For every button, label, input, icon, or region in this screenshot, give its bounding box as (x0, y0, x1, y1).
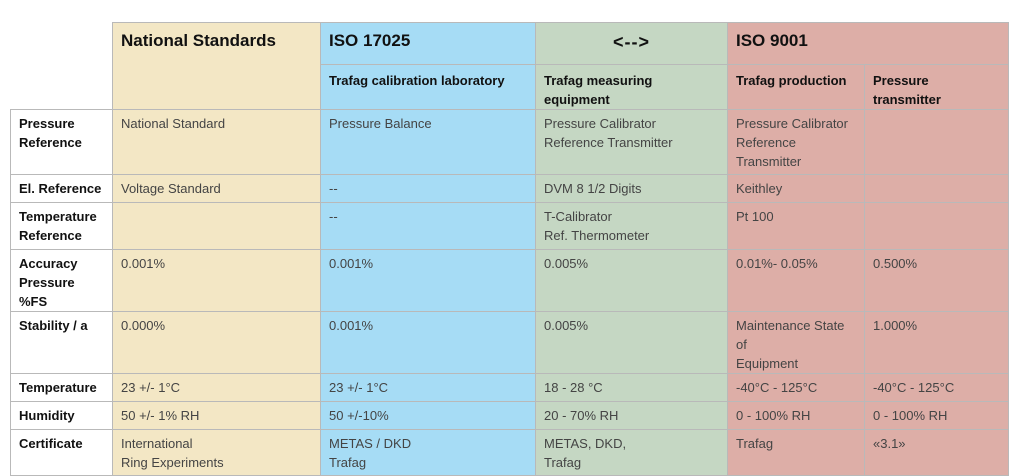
table-cell: 0 - 100% RH (863, 401, 1010, 430)
table-row: Accuracy Pressure %FS 0.001% 0.001% 0.00… (10, 249, 1010, 312)
table-cell: 0.001% (320, 249, 536, 312)
header-iso17025: ISO 17025 (320, 22, 536, 65)
table-cell: Pressure Calibrator Reference Transmitte… (727, 109, 865, 175)
table-cell: -- (320, 174, 536, 203)
subheader-measuring-equipment: Trafag measuring equipment (535, 64, 728, 110)
table-row: Certificate International Ring Experimen… (10, 429, 1010, 476)
table-cell (863, 174, 1010, 203)
table-row: Humidity 50 +/- 1% RH 50 +/-10% 20 - 70%… (10, 401, 1010, 430)
table-row: Stability / a 0.000% 0.001% 0.005% Maint… (10, 311, 1010, 374)
table-cell: International Ring Experiments (112, 429, 321, 476)
table-cell: T-Calibrator Ref. Thermometer (535, 202, 728, 250)
table-cell: -40°C - 125°C (863, 373, 1010, 402)
row-label: Pressure Reference (10, 109, 113, 175)
table-row: El. Reference Voltage Standard -- DVM 8 … (10, 174, 1010, 203)
table-cell: National Standard (112, 109, 321, 175)
table-cell: 50 +/-10% (320, 401, 536, 430)
table-cell: METAS, DKD, Trafag (535, 429, 728, 476)
row-label: Temperature (10, 373, 113, 402)
subheader-production: Trafag production (727, 64, 865, 110)
table-cell: 0.000% (112, 311, 321, 374)
row-label: Temperature Reference (10, 202, 113, 250)
table-cell: 50 +/- 1% RH (112, 401, 321, 430)
subheader-pressure-transmitter: Pressure transmitter (863, 64, 1010, 110)
table-cell: 23 +/- 1°C (320, 373, 536, 402)
table-cell: 23 +/- 1°C (112, 373, 321, 402)
table-cell: 0.01%- 0.05% (727, 249, 865, 312)
row-label: Accuracy Pressure %FS (10, 249, 113, 312)
table-cell: 20 - 70% RH (535, 401, 728, 430)
empty-corner-cell (10, 22, 113, 110)
table-cell (112, 202, 321, 250)
table-cell: 0 - 100% RH (727, 401, 865, 430)
table-cell: 0.500% (863, 249, 1010, 312)
table-cell: -- (320, 202, 536, 250)
table-cell (863, 202, 1010, 250)
table-cell: Trafag (727, 429, 865, 476)
header-arrow: <--> (535, 22, 728, 65)
row-label: Humidity (10, 401, 113, 430)
table-cell: 18 - 28 °C (535, 373, 728, 402)
table-cell (863, 109, 1010, 175)
row-label: Certificate (10, 429, 113, 476)
table-cell: Voltage Standard (112, 174, 321, 203)
subheader-calibration-lab: Trafag calibration laboratory (320, 64, 536, 110)
table-cell: Pressure Calibrator Reference Transmitte… (535, 109, 728, 175)
standards-comparison-table: National Standards ISO 17025 <--> ISO 90… (10, 22, 1010, 476)
table-cell: Pt 100 (727, 202, 865, 250)
table-cell: 0.005% (535, 311, 728, 374)
table-cell: Keithley (727, 174, 865, 203)
table-cell: Pressure Balance (320, 109, 536, 175)
header-iso9001: ISO 9001 (726, 22, 1010, 65)
table-cell: -40°C - 125°C (727, 373, 865, 402)
table-cell: 0.001% (112, 249, 321, 312)
table-cell: 0.001% (320, 311, 536, 374)
table-cell: 1.000% (863, 311, 1010, 374)
header-national-standards: National Standards (112, 22, 321, 110)
table-row: Temperature Reference -- T-Calibrator Re… (10, 202, 1010, 250)
table-cell: DVM 8 1/2 Digits (535, 174, 728, 203)
table-cell: Maintenance State of Equipment (727, 311, 865, 374)
table-row: Temperature 23 +/- 1°C 23 +/- 1°C 18 - 2… (10, 373, 1010, 402)
table-cell: 0.005% (535, 249, 728, 312)
row-label: El. Reference (10, 174, 113, 203)
row-label: Stability / a (10, 311, 113, 374)
table-row: Pressure Reference National Standard Pre… (10, 109, 1010, 175)
table-cell: METAS / DKD Trafag (320, 429, 536, 476)
table-cell: «3.1» (863, 429, 1010, 476)
